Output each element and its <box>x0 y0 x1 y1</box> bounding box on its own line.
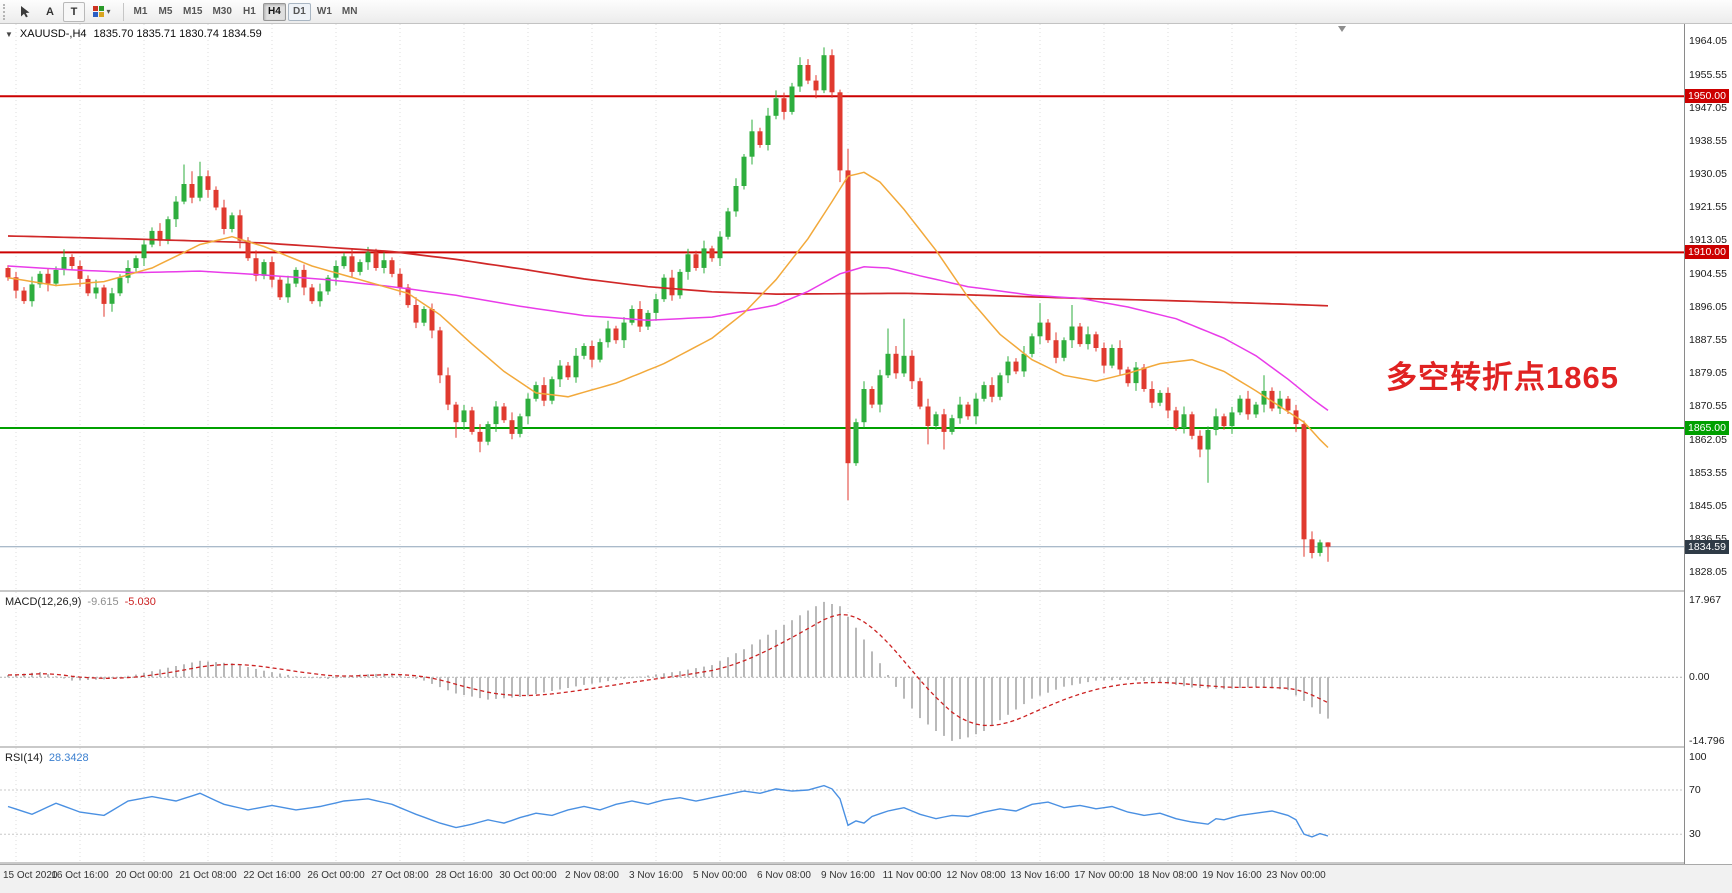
price-axis[interactable] <box>1684 24 1732 864</box>
price-tick-label: 1887.55 <box>1689 333 1727 346</box>
price-tick-label: 1930.05 <box>1689 168 1727 181</box>
price-tick-label: 1904.55 <box>1689 267 1727 280</box>
time-label: 17 Nov 00:00 <box>1074 870 1134 881</box>
price-tick-label: 0.00 <box>1689 671 1710 684</box>
time-label: 6 Nov 08:00 <box>757 870 811 881</box>
macd-signal-value: -5.030 <box>124 596 156 608</box>
price-tick-label: 1964.05 <box>1689 35 1727 48</box>
timeframe-button-m5[interactable]: M5 <box>158 6 173 17</box>
ohlc-values: 1835.70 1835.71 1830.74 1834.59 <box>93 28 262 40</box>
ma-slow-red <box>7 235 1329 307</box>
panel-splitter-bottom[interactable] <box>0 862 1732 864</box>
ma-medium-magenta <box>7 265 1329 412</box>
time-label: 11 Nov 00:00 <box>882 870 942 881</box>
annotation-text: 多空转折点1865 <box>1386 360 1619 395</box>
palette-icon <box>93 5 105 17</box>
price-tick-label: 1828.05 <box>1689 566 1727 579</box>
ma-fast-orange <box>7 171 1329 449</box>
toolbar: A T ▾ M1 M5 M15 M30 H1 H4 D1 W1 MN <box>0 0 1732 24</box>
rsi-panel[interactable] <box>0 748 1684 862</box>
macd-main-value: -9.615 <box>87 596 119 608</box>
price-tick-label: 30 <box>1689 828 1701 841</box>
price-tick-label: 1896.05 <box>1689 300 1727 313</box>
time-label: 18 Nov 08:00 <box>1138 870 1198 881</box>
text-tool-label: A <box>46 5 54 18</box>
time-label: 2 Nov 08:00 <box>565 870 619 881</box>
time-label: 13 Nov 16:00 <box>1010 870 1070 881</box>
price-line-badge: 1950.00 <box>1685 89 1729 104</box>
timeframe-button-h4[interactable]: H4 <box>262 2 286 21</box>
time-label: 20 Oct 00:00 <box>115 870 173 881</box>
timeframe-button-m15[interactable]: M15 <box>183 6 203 17</box>
rsi-line <box>7 784 1329 838</box>
timeframe-group: M1 M5 M15 M30 H1 H4 D1 W1 MN <box>129 2 361 21</box>
time-label: 16 Oct 16:00 <box>51 870 109 881</box>
palette-tool-button[interactable]: ▾ <box>86 1 118 23</box>
time-label: 28 Oct 16:00 <box>435 870 493 881</box>
cursor-icon <box>20 6 29 18</box>
price-tick-label: 1947.05 <box>1689 101 1727 114</box>
price-tick-label: 1955.55 <box>1689 68 1727 81</box>
price-tick-label: 1879.05 <box>1689 367 1727 380</box>
price-line-badge: 1910.00 <box>1685 245 1729 260</box>
timeframe-button-w1[interactable]: W1 <box>316 6 332 17</box>
timeframe-button-h1[interactable]: H1 <box>243 6 256 17</box>
time-label: 15 Oct 2020 <box>3 870 58 881</box>
price-tick-label: 1921.55 <box>1689 201 1727 214</box>
price-tick-label: 1862.05 <box>1689 433 1727 446</box>
time-label: 5 Nov 00:00 <box>693 870 747 881</box>
price-line-badge: 1834.59 <box>1685 539 1729 554</box>
price-tick-label: 1870.55 <box>1689 400 1727 413</box>
time-label: 26 Oct 00:00 <box>307 870 365 881</box>
price-tick-label: 1913.05 <box>1689 234 1727 247</box>
timeframe-button-mn[interactable]: MN <box>341 6 358 17</box>
toolbar-grip[interactable] <box>3 3 9 20</box>
time-label: 19 Nov 16:00 <box>1202 870 1262 881</box>
chevron-down-icon: ▾ <box>106 7 111 16</box>
time-label: 22 Oct 16:00 <box>243 870 301 881</box>
price-tick-label: 70 <box>1689 783 1701 796</box>
time-label: 21 Oct 08:00 <box>179 870 237 881</box>
timeframe-button-m1[interactable]: M1 <box>133 6 148 17</box>
rsi-value: 28.3428 <box>48 752 89 764</box>
macd-label: MACD(12,26,9) <box>5 596 82 608</box>
price-tick-label: 1845.05 <box>1689 499 1727 512</box>
price-tick-label: 1938.55 <box>1689 134 1727 147</box>
time-label: 12 Nov 08:00 <box>946 870 1006 881</box>
time-label: 9 Nov 16:00 <box>821 870 875 881</box>
price-tick-label: -14.796 <box>1689 734 1725 747</box>
panel-splitter-macd[interactable] <box>0 590 1732 592</box>
macd-signal-line <box>7 613 1329 727</box>
rsi-label: RSI(14) <box>5 752 43 764</box>
time-label: 23 Nov 00:00 <box>1266 870 1326 881</box>
time-label: 3 Nov 16:00 <box>629 870 683 881</box>
textbox-tool-button[interactable]: T <box>63 1 85 22</box>
chart-shift-marker-icon[interactable] <box>1338 26 1346 32</box>
macd-header: MACD(12,26,9) -9.615 -5.030 <box>5 596 156 608</box>
price-tick-label: 100 <box>1689 750 1707 763</box>
chart-dropdown-icon[interactable]: ▼ <box>5 29 13 39</box>
quote-header: ▼ XAUUSD-,H4 1835.70 1835.71 1830.74 183… <box>5 28 262 40</box>
rsi-header: RSI(14) 28.3428 <box>5 752 89 764</box>
text-tool-button[interactable]: A <box>38 1 62 23</box>
panel-splitter-rsi[interactable] <box>0 746 1732 748</box>
textbox-tool-label: T <box>70 5 78 18</box>
time-label: 30 Oct 00:00 <box>499 870 557 881</box>
time-axis[interactable] <box>0 864 1732 893</box>
price-line-badge: 1865.00 <box>1685 421 1729 435</box>
cursor-tool-button[interactable] <box>13 1 37 23</box>
timeframe-button-d1[interactable]: D1 <box>287 2 311 21</box>
price-tick-label: 1853.55 <box>1689 466 1727 479</box>
symbol-period-label: XAUUSD-,H4 <box>19 28 87 40</box>
time-label: 27 Oct 08:00 <box>371 870 429 881</box>
macd-panel[interactable] <box>0 592 1684 746</box>
main-chart-panel[interactable] <box>0 24 1684 590</box>
toolbar-separator <box>123 2 124 21</box>
timeframe-button-m30[interactable]: M30 <box>212 6 232 17</box>
price-tick-label: 17.967 <box>1689 593 1722 606</box>
